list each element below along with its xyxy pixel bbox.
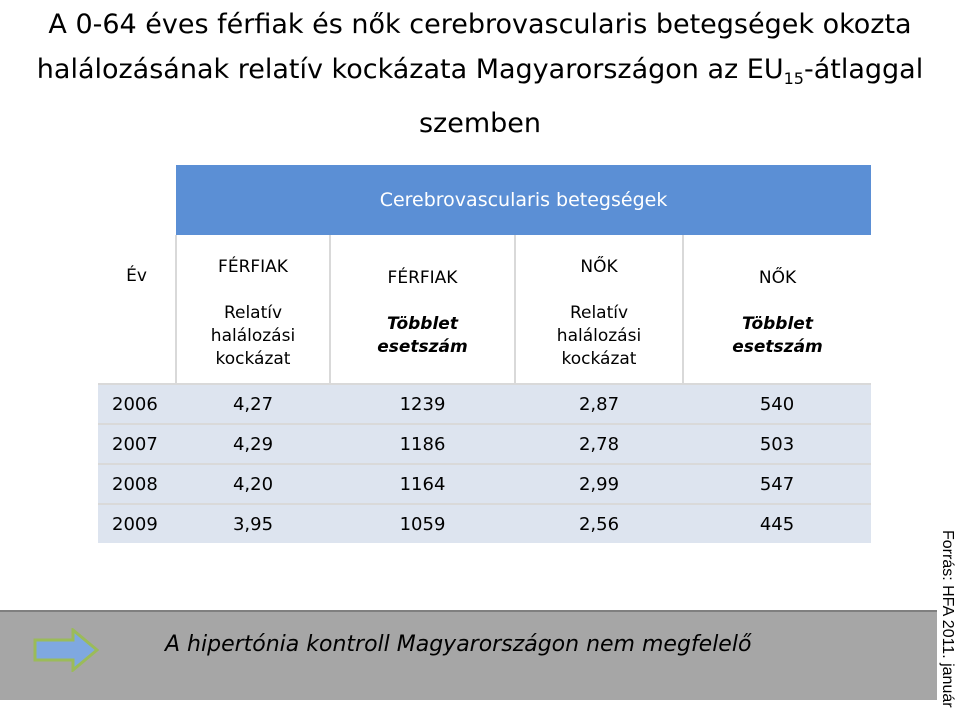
table-row: 2006 4,27 1239 2,87 540 xyxy=(98,383,872,424)
corner-cell xyxy=(98,165,176,235)
column-label: Relatív halálozási kockázat xyxy=(210,302,296,369)
source-text: Forrás: HFA 2011. január xyxy=(939,530,956,708)
column-header-4: NŐK Többlet esetszám xyxy=(683,235,872,384)
value-cell: 547 xyxy=(683,463,872,504)
column-header-row: Év FÉRFIAK Relatív halálozási kockázat FÉR… xyxy=(98,235,872,384)
group-header: Cerebrovascularis betegségek xyxy=(176,165,872,235)
value-cell: 2,56 xyxy=(515,503,683,543)
year-header: Év xyxy=(98,235,177,384)
page-title: A 0-64 éves férfiak és nők cerebrovascul… xyxy=(0,2,960,146)
title-line-2-text: halálozásának relatív kockázata Magyaror… xyxy=(36,54,784,85)
value-cell: 2,78 xyxy=(515,423,683,464)
column-group-label: FÉRFIAK xyxy=(218,256,288,277)
value-cell: 445 xyxy=(683,503,872,543)
column-label: Relatív halálozási kockázat xyxy=(556,302,642,369)
value-cell: 2,99 xyxy=(515,463,683,504)
value-cell: 3,95 xyxy=(176,503,330,543)
value-cell: 1059 xyxy=(330,503,515,543)
right-arrow-icon xyxy=(33,628,99,672)
column-header-3: NŐK Relatív halálozási kockázat xyxy=(515,235,684,384)
value-cell: 1186 xyxy=(330,423,515,464)
value-cell: 2,87 xyxy=(515,383,683,424)
column-header-2: FÉRFIAK Többlet esetszám xyxy=(330,235,516,384)
column-header-1: FÉRFIAK Relatív halálozási kockázat xyxy=(176,235,331,384)
table-row: 2009 3,95 1059 2,56 445 xyxy=(98,503,872,543)
value-cell: 4,29 xyxy=(176,423,330,464)
value-cell: 503 xyxy=(683,423,872,464)
table-body: 2006 4,27 1239 2,87 540 2007 4,29 1186 2,78 503 20… xyxy=(98,383,872,543)
table-row: 2007 4,29 1186 2,78 503 xyxy=(98,423,872,464)
value-cell: 540 xyxy=(683,383,872,424)
column-label: Többlet esetszám xyxy=(732,314,823,357)
value-cell: 4,27 xyxy=(176,383,330,424)
year-cell: 2006 xyxy=(98,383,176,424)
year-header-label: Év xyxy=(126,266,147,286)
value-cell: 1164 xyxy=(330,463,515,504)
title-subscript: 15 xyxy=(783,69,804,88)
value-cell: 4,20 xyxy=(176,463,330,504)
table-row: 2008 4,20 1164 2,99 547 xyxy=(98,463,872,504)
column-group-label: NŐK xyxy=(580,256,618,277)
column-label: Többlet esetszám xyxy=(377,314,468,357)
title-line-3: szemben xyxy=(418,108,541,139)
title-line-1: A 0-64 éves férfiak és nők cerebrovascul… xyxy=(48,9,912,40)
data-table: Cerebrovascularis betegségek Év FÉRFIAK R… xyxy=(98,165,872,543)
bottom-banner xyxy=(0,610,937,700)
banner-top-border xyxy=(0,610,937,612)
title-line-2: halálozásának relatív kockázata Magyaror… xyxy=(0,47,960,101)
title-line-2-suffix: -átlaggal xyxy=(803,54,924,85)
source-note: Forrás: HFA 2011. január xyxy=(934,530,958,708)
column-group-label: NŐK xyxy=(758,268,797,288)
column-group-label: FÉRFIAK xyxy=(387,268,458,288)
year-cell: 2009 xyxy=(98,503,176,543)
year-cell: 2007 xyxy=(98,423,176,464)
value-cell: 1239 xyxy=(330,383,515,424)
banner-text: A hipertónia kontroll Magyarországon nem… xyxy=(165,632,752,657)
year-cell: 2008 xyxy=(98,463,176,504)
